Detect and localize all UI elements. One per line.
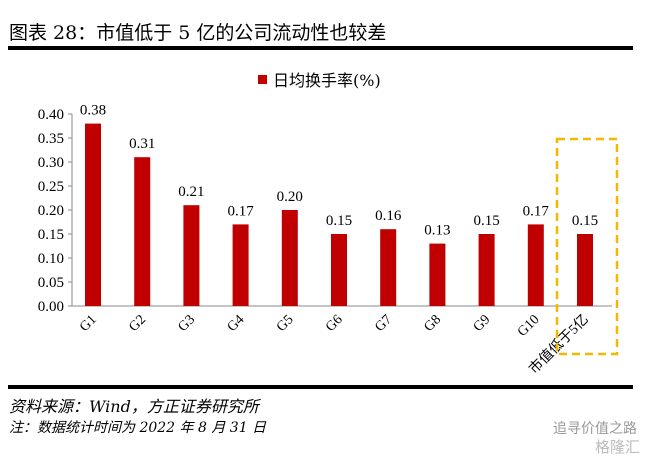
bar [85, 123, 101, 306]
x-tick-label: G7 [372, 312, 395, 335]
bar [134, 157, 151, 306]
legend: 日均换手率(%) [258, 67, 381, 91]
data-label: 0.17 [227, 203, 254, 219]
legend-label: 日均换手率(%) [273, 71, 381, 90]
bar [478, 234, 495, 306]
y-tick-label: 0.20 [38, 203, 64, 219]
figure-title: 图表 28：市值低于 5 亿的公司流动性也较差 [9, 22, 387, 44]
bar [577, 234, 593, 306]
watermark-line1: 追寻价值之路 [553, 421, 637, 437]
highlight-box [555, 137, 619, 356]
y-tick-label: 0.10 [38, 251, 64, 267]
data-label: 0.15 [473, 213, 499, 229]
x-tick-label: G1 [77, 312, 100, 335]
x-tick-label: G8 [422, 312, 445, 335]
x-tick-label: G3 [176, 312, 199, 335]
y-tick-label: 0.35 [38, 131, 64, 147]
bar [331, 234, 347, 306]
title-rule [8, 46, 633, 50]
watermark-line2: 格隆汇 [595, 438, 641, 456]
legend-swatch [258, 74, 267, 84]
note-text: 注：数据统计时间为 2022 年 8 月 31 日 [9, 420, 267, 436]
data-label: 0.20 [277, 189, 303, 205]
bar [429, 243, 446, 306]
bar-chart: 0.00 0.05 0.10 0.15 0.20 0.25 0.30 0.35 0.40 0.38… [38, 103, 619, 377]
data-label: 0.31 [129, 136, 155, 152]
data-label: 0.15 [326, 213, 352, 229]
bar [527, 224, 544, 306]
data-label: 0.16 [375, 208, 402, 224]
y-tick-label: 0.40 [38, 107, 64, 123]
source-text: 资料来源：Wind，方正证券研究所 [9, 397, 259, 416]
data-label: 0.13 [424, 223, 450, 239]
bar [232, 224, 249, 306]
data-label: 0.17 [523, 203, 550, 219]
y-tick-label: 0.25 [38, 179, 64, 195]
y-tick-label: 0.30 [38, 155, 64, 171]
bar [281, 210, 298, 306]
y-tick-label: 0.15 [38, 227, 64, 243]
footer-rule [8, 385, 633, 389]
x-tick-label: G2 [126, 312, 149, 335]
data-label: 0.15 [572, 213, 598, 229]
bar [183, 205, 200, 306]
data-label: 0.38 [80, 103, 106, 119]
y-tick-label: 0.00 [38, 299, 64, 315]
x-tick-label: G9 [471, 312, 494, 335]
x-tick-label: G5 [274, 312, 297, 335]
x-tick-label: G4 [225, 312, 248, 335]
x-tick-label: G10 [515, 312, 543, 340]
data-label: 0.21 [178, 184, 204, 200]
x-tick-label: G6 [323, 312, 346, 335]
y-tick-label: 0.05 [38, 275, 64, 291]
bar [380, 229, 397, 306]
